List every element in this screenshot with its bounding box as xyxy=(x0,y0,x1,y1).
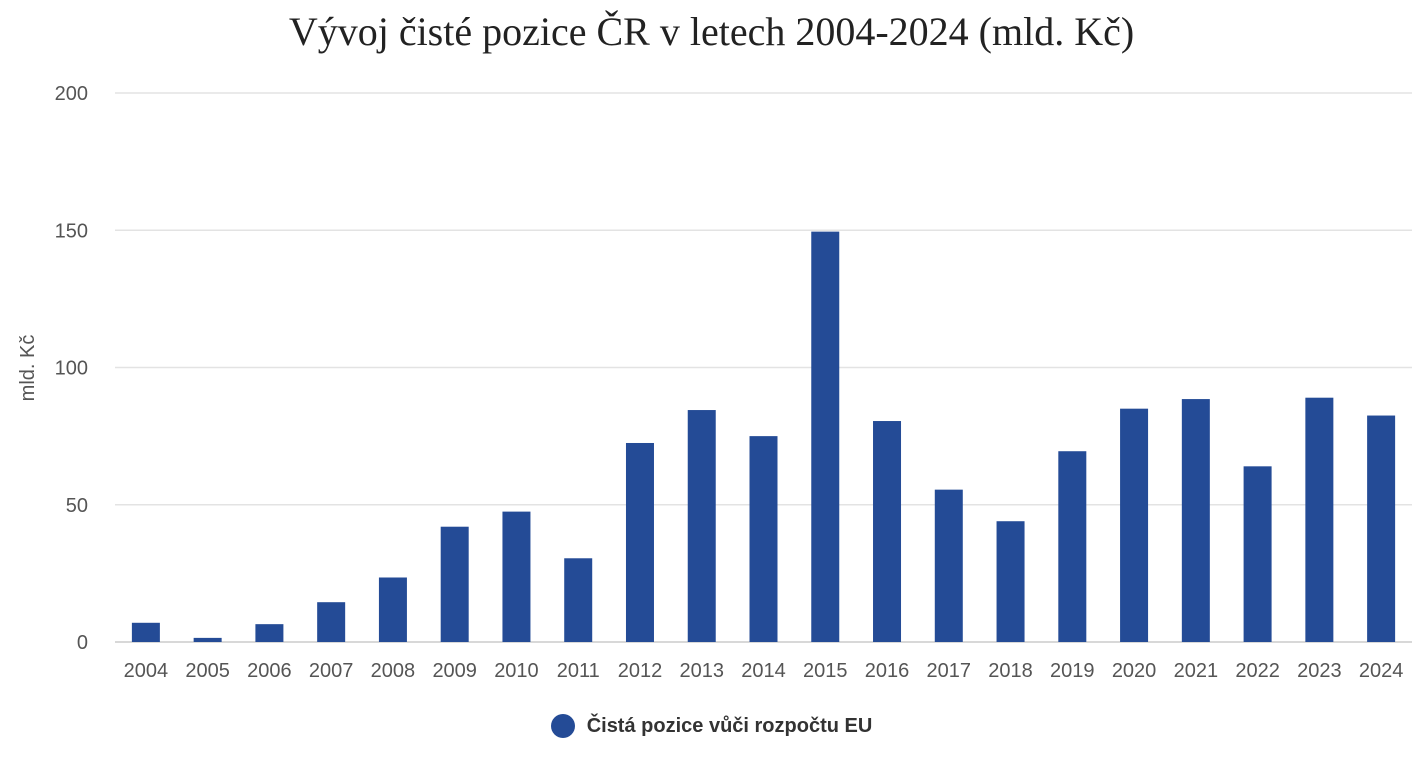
bar-2010[interactable] xyxy=(502,511,531,642)
bar-2009[interactable] xyxy=(440,526,469,642)
bar-2005[interactable] xyxy=(193,637,222,642)
bar-chart-plot: 0 50 100 150 200 2004 2005 2006 2007 2008 2009 201… xyxy=(17,83,1412,682)
bar-2020[interactable] xyxy=(1120,408,1149,642)
x-tick-label: 2006 xyxy=(247,660,292,682)
x-tick-label: 2023 xyxy=(1297,660,1342,682)
bar-2008[interactable] xyxy=(378,577,407,642)
x-tick-label: 2012 xyxy=(618,660,663,682)
x-tick-label: 2019 xyxy=(1050,660,1095,682)
bar-2016[interactable] xyxy=(873,421,902,642)
y-tick-label: 50 xyxy=(66,495,88,517)
x-axis-tick-labels: 2004 2005 2006 2007 2008 2009 2010 2011 2012 2013… xyxy=(124,660,1404,682)
x-tick-label: 2015 xyxy=(803,660,848,682)
bar-2023[interactable] xyxy=(1305,397,1334,642)
bars xyxy=(131,231,1396,642)
legend-label: Čistá pozice vůči rozpočtu EU xyxy=(586,714,873,737)
bar-2014[interactable] xyxy=(749,436,778,642)
x-tick-label: 2022 xyxy=(1235,660,1280,682)
y-tick-label: 150 xyxy=(55,220,88,242)
x-tick-label: 2008 xyxy=(371,660,416,682)
bar-2013[interactable] xyxy=(687,410,716,642)
x-tick-label: 2021 xyxy=(1174,660,1219,682)
x-tick-label: 2010 xyxy=(494,660,539,682)
legend[interactable]: Čistá pozice vůči rozpočtu EU xyxy=(0,714,1423,738)
bar-2024[interactable] xyxy=(1367,415,1396,642)
bar-2004[interactable] xyxy=(131,622,160,642)
x-tick-label: 2013 xyxy=(679,660,724,682)
x-tick-label: 2014 xyxy=(741,660,786,682)
bar-2017[interactable] xyxy=(934,489,963,642)
x-tick-label: 2020 xyxy=(1112,660,1157,682)
x-tick-label: 2009 xyxy=(432,660,477,682)
x-tick-label: 2007 xyxy=(309,660,354,682)
y-axis-tick-labels: 0 50 100 150 200 xyxy=(55,83,88,654)
x-tick-label: 2018 xyxy=(988,660,1033,682)
y-tick-label: 100 xyxy=(55,358,88,380)
bar-2021[interactable] xyxy=(1181,399,1210,642)
y-axis-label: mld. Kč xyxy=(17,335,39,402)
bar-2007[interactable] xyxy=(317,602,346,642)
bar-2006[interactable] xyxy=(255,624,284,642)
x-tick-label: 2024 xyxy=(1359,660,1404,682)
x-tick-label: 2011 xyxy=(557,660,600,682)
x-tick-label: 2017 xyxy=(927,660,972,682)
bar-2018[interactable] xyxy=(996,521,1025,642)
y-tick-label: 0 xyxy=(77,632,88,654)
x-tick-label: 2005 xyxy=(185,660,230,682)
legend-marker-icon xyxy=(550,714,575,738)
x-tick-label: 2004 xyxy=(124,660,169,682)
bar-2015[interactable] xyxy=(811,231,840,642)
bar-2022[interactable] xyxy=(1243,466,1272,642)
x-tick-label: 2016 xyxy=(865,660,910,682)
chart-title: Vývoj čisté pozice ČR v letech 2004-2024… xyxy=(288,9,1135,54)
y-tick-label: 200 xyxy=(55,83,88,105)
bar-2019[interactable] xyxy=(1058,451,1087,642)
bar-2012[interactable] xyxy=(625,442,654,642)
bar-2011[interactable] xyxy=(564,558,593,642)
